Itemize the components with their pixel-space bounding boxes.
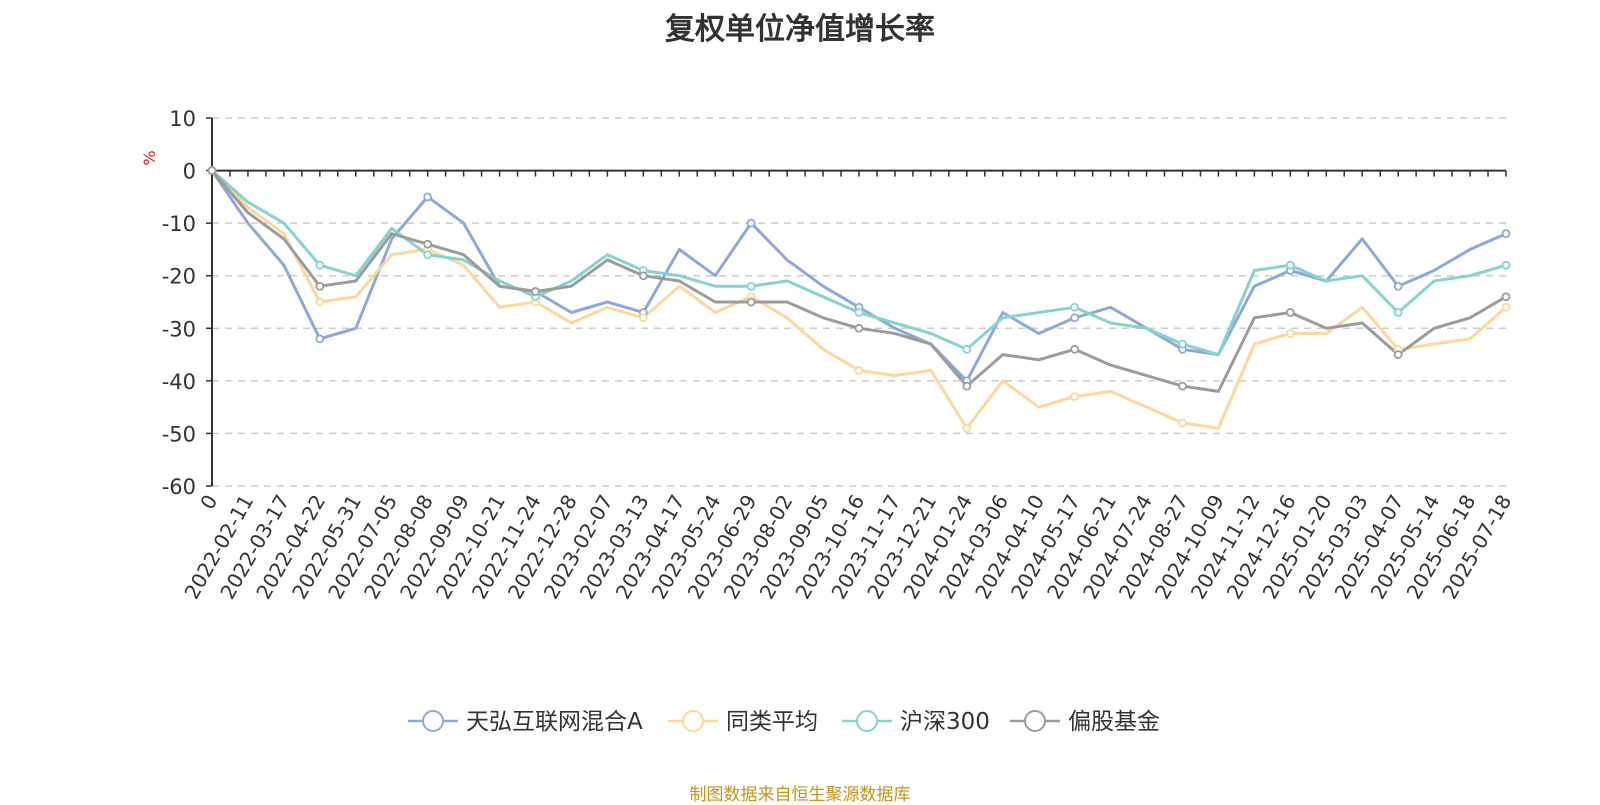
data-point: [315, 281, 325, 291]
y-tick-label: 10: [169, 107, 196, 131]
legend-marker: [856, 710, 878, 732]
data-point: [1501, 229, 1511, 239]
data-point: [531, 287, 540, 296]
data-point: [962, 381, 972, 391]
legend-label: 沪深300: [900, 709, 990, 735]
data-point: [746, 281, 756, 291]
data-point: [1501, 302, 1511, 312]
data-point: [1070, 313, 1080, 323]
data-point: [854, 323, 864, 333]
data-point: [1393, 350, 1403, 359]
data-point: [1178, 418, 1187, 428]
legend-label: 同类平均: [726, 709, 818, 735]
y-tick-label: 0: [183, 160, 196, 184]
data-point: [1501, 260, 1511, 270]
data-point: [207, 166, 217, 175]
data-point: [1285, 260, 1295, 270]
data-point: [315, 260, 325, 270]
legend-label: 天弘互联网混合A: [466, 709, 643, 735]
data-point: [1070, 302, 1080, 312]
data-point: [1285, 329, 1295, 338]
data-point: [1393, 281, 1403, 291]
y-tick-label: -50: [162, 422, 196, 446]
series-line-1: [210, 169, 1508, 430]
data-point: [746, 218, 756, 228]
line-chart: 100-10-20-30-40-50-60%02022-02-112022-03…: [140, 107, 1516, 735]
legend-marker: [1024, 710, 1046, 732]
data-point: [962, 344, 972, 354]
data-point: [854, 308, 864, 317]
data-point: [1178, 339, 1187, 349]
data-point: [854, 365, 864, 375]
data-point: [1070, 344, 1080, 354]
data-point: [1178, 381, 1187, 391]
data-point: [315, 297, 325, 307]
x-tick-label: 0: [195, 491, 222, 514]
y-tick-label: -20: [162, 265, 196, 289]
data-point: [1501, 292, 1511, 302]
data-point: [746, 297, 756, 307]
legend-marker: [422, 710, 444, 732]
data-point: [423, 192, 433, 202]
y-tick-label: -30: [162, 317, 196, 341]
data-source-footer: 制图数据来自恒生聚源数据库: [689, 785, 911, 805]
data-point: [962, 423, 972, 433]
y-tick-label: -40: [162, 370, 196, 394]
data-point: [1393, 308, 1403, 317]
data-point: [1285, 308, 1295, 317]
y-tick-label: -10: [162, 212, 196, 236]
data-point: [638, 313, 648, 323]
data-point: [423, 239, 433, 249]
series-line-3: [210, 169, 1508, 393]
data-point: [315, 334, 325, 344]
legend-marker: [682, 710, 704, 732]
data-point: [423, 250, 433, 260]
y-axis-unit: %: [140, 150, 159, 165]
data-point: [1070, 392, 1080, 402]
data-point: [638, 271, 648, 281]
chart-title: 复权单位净值增长率: [665, 12, 935, 47]
legend-label: 偏股基金: [1068, 709, 1160, 735]
y-tick-label: -60: [162, 475, 196, 499]
